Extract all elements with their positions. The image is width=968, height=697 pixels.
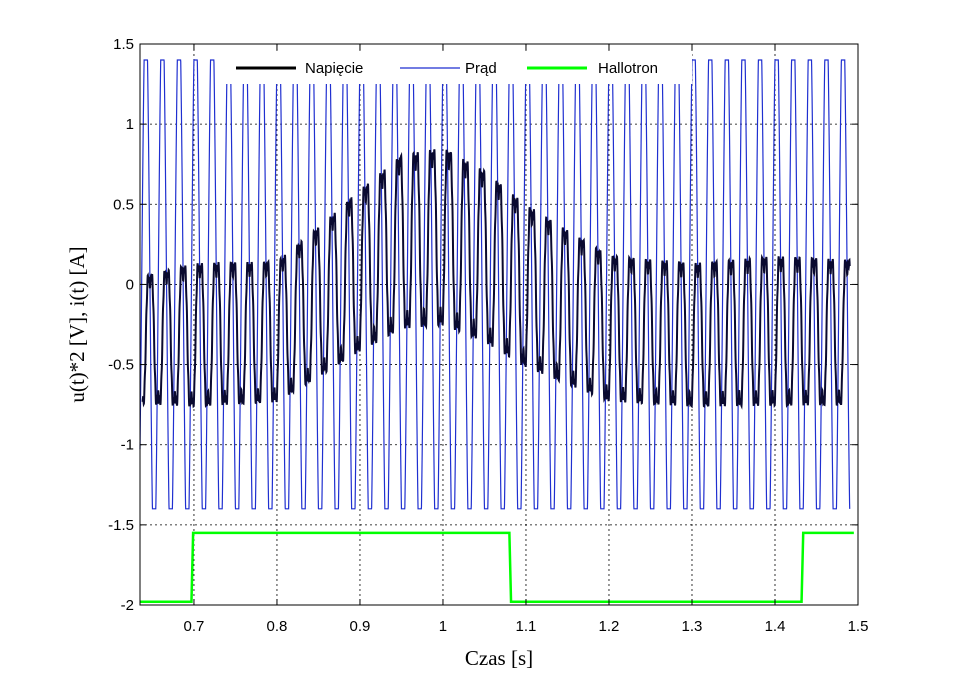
legend-label-2: Hallotron — [598, 60, 658, 77]
y-axis-title: u(t)*2 [V], i(t) [A] — [65, 246, 89, 402]
x-tick-label: 0.9 — [350, 618, 371, 635]
x-tick-label: 0.7 — [184, 618, 205, 635]
y-tick-label: 0.5 — [113, 196, 134, 213]
x-tick-label: 1.4 — [765, 618, 786, 635]
x-axis-title: Czas [s] — [465, 646, 533, 670]
x-tick-label: 1.2 — [599, 618, 620, 635]
y-tick-label: 1 — [126, 116, 134, 133]
y-tick-label: 1.5 — [113, 36, 134, 53]
x-tick-label: 1 — [439, 618, 447, 635]
x-tick-label: 1.1 — [516, 618, 537, 635]
ticks: 0.7 0.8 0.9 1 1.1 1.2 1.3 1.4 1.5 1.5 1 0.5 0 -0.5 -1 -… — [108, 36, 868, 635]
legend-box — [226, 54, 692, 84]
x-tick-label: 0.8 — [267, 618, 288, 635]
y-tick-label: -2 — [121, 597, 134, 614]
legend: Napięcie Prąd Hallotron — [226, 54, 692, 84]
y-tick-label: 0 — [126, 276, 134, 293]
legend-label-0: Napięcie — [305, 60, 363, 77]
x-tick-label: 1.5 — [848, 618, 869, 635]
plot-frame — [139, 43, 859, 606]
x-tick-label: 1.3 — [682, 618, 703, 635]
y-tick-label: -0.5 — [108, 357, 134, 374]
legend-label-1: Prąd — [465, 60, 497, 77]
y-tick-label: -1.5 — [108, 517, 134, 534]
series-napiecie — [141, 149, 851, 410]
y-tick-label: -1 — [121, 437, 134, 454]
series-hallotron — [140, 531, 854, 604]
